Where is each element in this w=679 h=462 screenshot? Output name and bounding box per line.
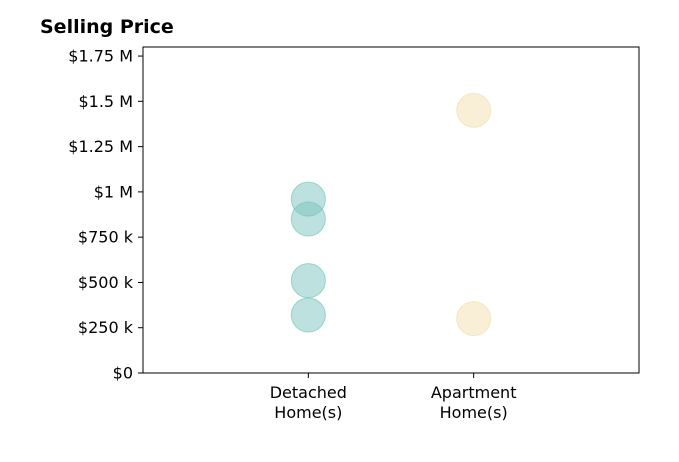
data-point <box>456 301 492 337</box>
x-tick-label: Home(s) <box>440 403 508 422</box>
x-tick-label: Apartment <box>431 383 517 402</box>
chart-title: Selling Price <box>40 16 174 38</box>
y-tick-label: $1 M <box>94 182 133 201</box>
data-points <box>290 92 492 337</box>
y-tick-label: $0 <box>113 364 133 383</box>
x-tick-label: Detached <box>270 383 347 402</box>
data-point <box>290 201 326 237</box>
y-tick-label: $250 k <box>78 318 134 337</box>
y-tick-label: $750 k <box>78 228 134 247</box>
data-point <box>290 297 326 333</box>
y-axis: $0 $250 k $500 k $750 k $1 M $1.25 M $1.5 M $1.… <box>68 47 143 383</box>
x-tick-label: Home(s) <box>274 403 342 422</box>
y-tick-label: $1.75 M <box>68 47 133 66</box>
y-tick-label: $1.5 M <box>78 92 133 111</box>
data-point <box>456 92 492 128</box>
y-tick-label: $500 k <box>78 273 134 292</box>
plot-area <box>142 46 640 374</box>
data-point <box>290 263 326 299</box>
y-tick-label: $1.25 M <box>68 137 133 156</box>
